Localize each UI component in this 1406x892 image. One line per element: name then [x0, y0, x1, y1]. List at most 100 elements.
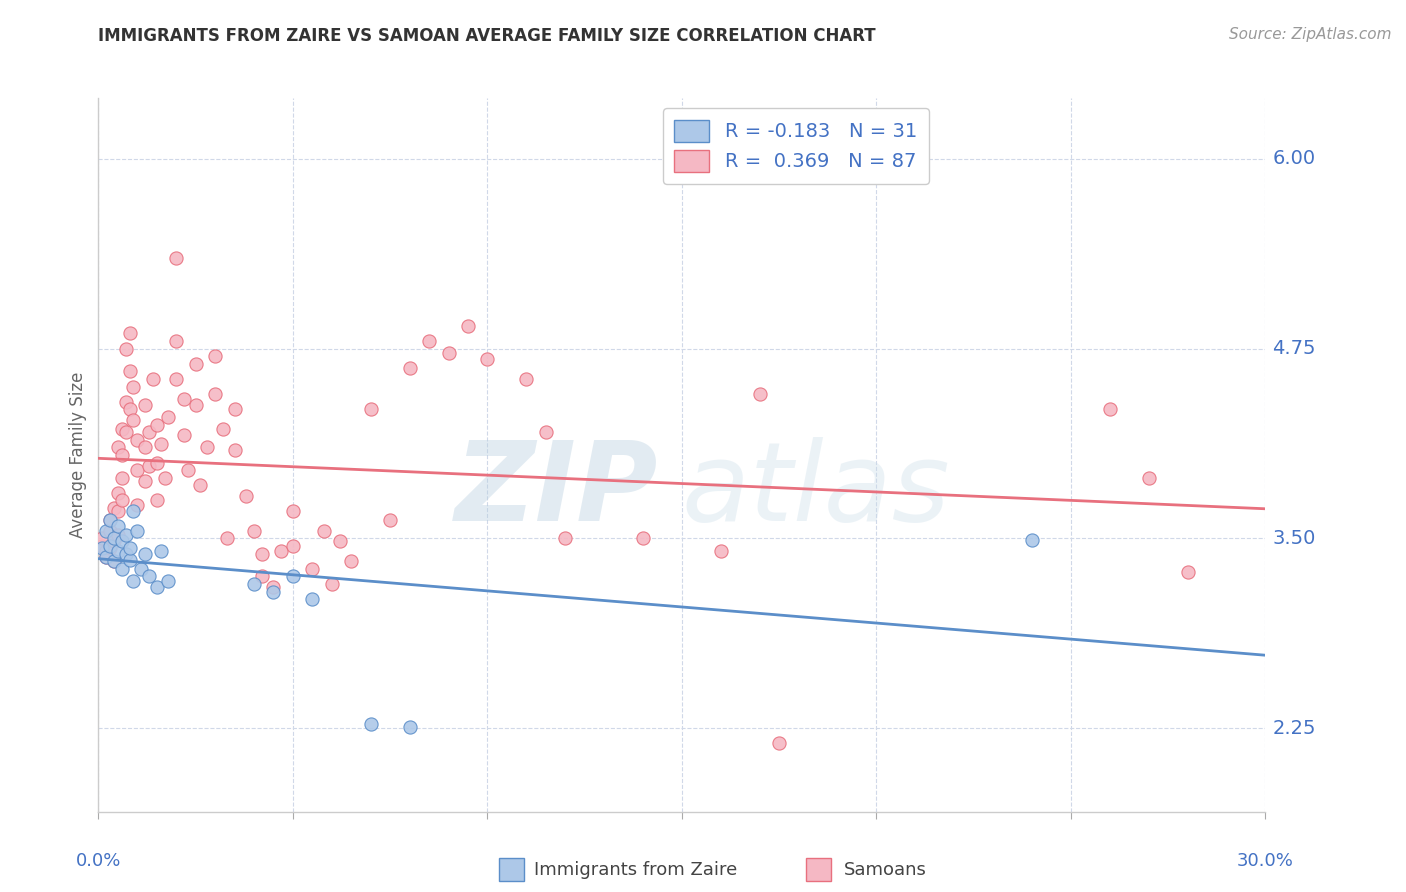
Point [122, 413, 145, 427]
Point [98, 539, 121, 553]
Point [321, 577, 343, 591]
Text: atlas: atlas [682, 437, 950, 544]
Point [111, 493, 134, 508]
Point [107, 528, 129, 542]
Point [281, 539, 304, 553]
Point [184, 357, 207, 371]
Point [515, 372, 537, 386]
Point [195, 440, 218, 454]
Point [122, 574, 145, 588]
Point [127, 524, 149, 538]
Point [122, 504, 145, 518]
Point [111, 448, 134, 462]
Point [281, 569, 304, 583]
Text: IMMIGRANTS FROM ZAIRE VS SAMOAN AVERAGE FAMILY SIZE CORRELATION CHART: IMMIGRANTS FROM ZAIRE VS SAMOAN AVERAGE … [98, 27, 876, 45]
Point [360, 716, 382, 731]
Point [98, 513, 121, 527]
Point [107, 543, 129, 558]
Point [149, 437, 172, 451]
Point [114, 528, 136, 542]
Text: ZIP: ZIP [456, 437, 658, 544]
Point [91, 539, 114, 553]
Point [111, 422, 134, 436]
Point [138, 425, 160, 439]
Point [118, 402, 141, 417]
Point [146, 417, 169, 432]
Point [554, 532, 576, 546]
Point [107, 519, 129, 533]
Point [146, 493, 169, 508]
Point [114, 547, 136, 561]
Point [204, 387, 226, 401]
Point [114, 394, 136, 409]
Point [301, 562, 323, 576]
Point [1021, 533, 1043, 547]
Point [127, 463, 149, 477]
Point [631, 532, 654, 546]
Point [107, 504, 129, 518]
Point [107, 440, 129, 454]
Point [281, 504, 304, 518]
Point [184, 398, 207, 412]
Point [165, 251, 187, 265]
Point [142, 372, 165, 386]
Text: 3.50: 3.50 [1272, 529, 1316, 548]
Point [710, 543, 733, 558]
Point [98, 513, 121, 527]
Point [127, 433, 149, 447]
Point [398, 361, 420, 376]
Point [134, 474, 156, 488]
Text: Immigrants from Zaire: Immigrants from Zaire [534, 861, 738, 879]
Point [177, 463, 200, 477]
Point [188, 478, 211, 492]
Point [748, 387, 770, 401]
Point [134, 547, 156, 561]
Point [91, 532, 114, 546]
Point [534, 425, 557, 439]
Point [270, 543, 292, 558]
Point [477, 352, 499, 367]
Point [134, 398, 156, 412]
Point [98, 524, 121, 538]
Point [111, 471, 134, 485]
Point [103, 532, 125, 546]
Point [457, 318, 479, 333]
Point [146, 456, 169, 470]
Point [107, 486, 129, 500]
Point [103, 534, 125, 549]
Point [224, 402, 246, 417]
Point [157, 409, 180, 424]
Point [153, 471, 176, 485]
Point [398, 720, 420, 734]
Point [212, 422, 235, 436]
Point [418, 334, 440, 348]
Point [204, 349, 226, 363]
Point [91, 541, 114, 555]
Point [437, 346, 460, 360]
Point [103, 554, 125, 568]
Text: Source: ZipAtlas.com: Source: ZipAtlas.com [1229, 27, 1392, 42]
Point [340, 554, 363, 568]
Text: 0.0%: 0.0% [76, 852, 121, 870]
Point [301, 592, 323, 607]
Point [114, 425, 136, 439]
Text: 2.25: 2.25 [1272, 719, 1316, 738]
Point [96, 524, 118, 538]
Point [122, 379, 145, 393]
Point [243, 577, 266, 591]
Point [103, 501, 125, 516]
Point [114, 342, 136, 356]
Point [173, 392, 195, 406]
Point [250, 569, 273, 583]
Text: Samoans: Samoans [844, 861, 927, 879]
Point [243, 524, 266, 538]
Point [215, 532, 238, 546]
Legend: R = -0.183   N = 31, R =  0.369   N = 87: R = -0.183 N = 31, R = 0.369 N = 87 [662, 108, 929, 184]
Point [235, 489, 257, 503]
Point [1098, 402, 1121, 417]
Point [96, 543, 118, 558]
Point [118, 552, 141, 566]
Point [118, 326, 141, 341]
Point [360, 402, 382, 417]
Point [111, 562, 134, 576]
